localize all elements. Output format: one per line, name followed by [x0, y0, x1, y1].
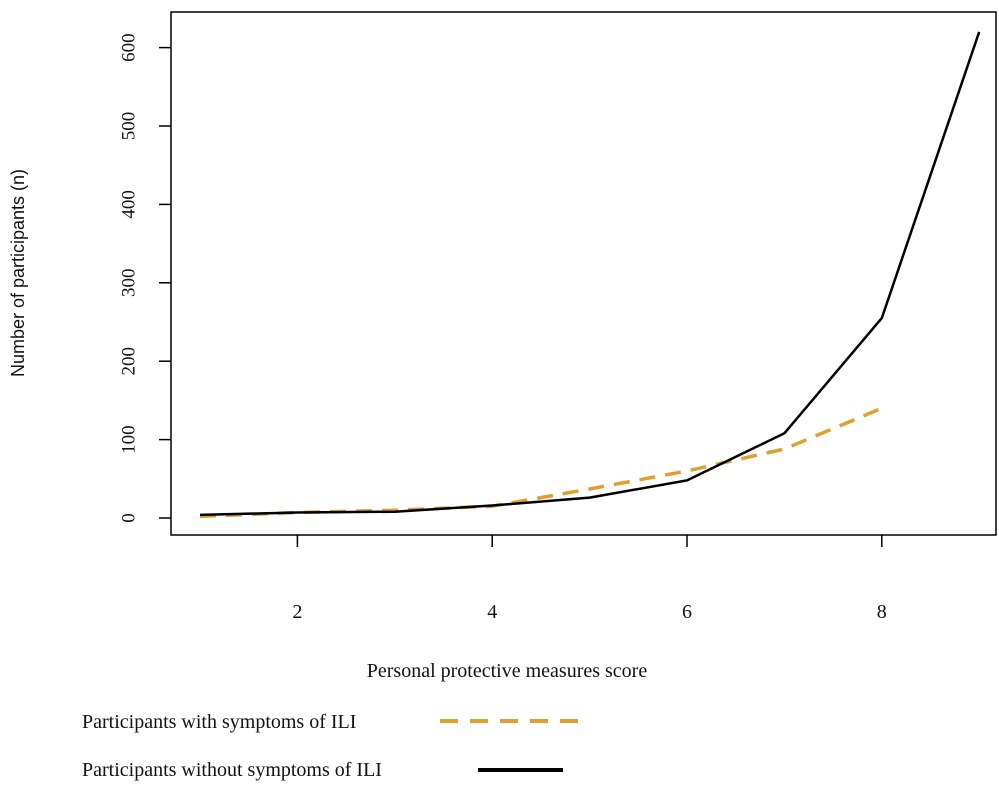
y-axis-label: Number of participants (n)	[8, 169, 28, 377]
x-tick-label: 2	[292, 601, 302, 623]
y-axis: 0 100 200 300 400 500 600	[119, 33, 171, 523]
legend-label-with-ili: Participants with symptoms of ILI	[82, 711, 356, 733]
x-tick-label: 8	[877, 601, 887, 623]
y-tick-label: 500	[119, 112, 140, 141]
legend: Participants with symptoms of ILI Partic…	[82, 711, 578, 781]
y-tick-label: 400	[119, 190, 140, 219]
x-tick-label: 4	[487, 601, 497, 623]
x-axis-label: Personal protective measures score	[367, 660, 648, 682]
y-tick-label: 0	[119, 513, 140, 523]
series-layer	[199, 31, 981, 519]
plot-frame	[170, 11, 997, 536]
legend-label-without-ili: Participants without symptoms of ILI	[82, 759, 382, 781]
y-tick-label: 600	[119, 33, 140, 62]
series-line-without-ili	[199, 31, 981, 517]
y-tick-label: 100	[119, 425, 140, 454]
x-tick-label: 6	[682, 601, 692, 623]
x-axis: 2 4 6 8	[292, 535, 887, 623]
series-line-with-ili	[199, 406, 883, 519]
y-tick-label: 200	[119, 347, 140, 376]
y-tick-label: 300	[119, 269, 140, 298]
